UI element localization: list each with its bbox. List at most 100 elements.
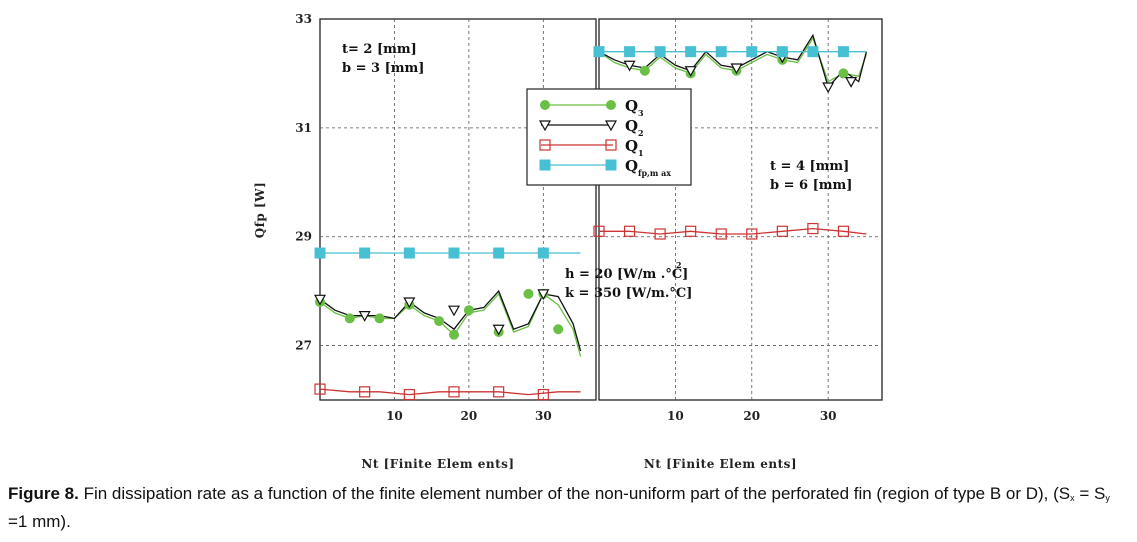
legend-marker (604, 120, 618, 132)
x-tick-label: 30 (535, 409, 552, 423)
right-panel: 10 20 30 Nt [Finite Elem ents] t = 4 [mm] b =… (593, 18, 883, 471)
x-tick-label: 10 (386, 409, 403, 423)
marker-q1 (403, 388, 415, 401)
legend-label: Q (625, 117, 638, 135)
marker-q2 (623, 60, 636, 72)
legend-label: Q (625, 137, 638, 155)
caption-mid: = S (1074, 484, 1106, 503)
annotation-text: t = 4 [mm] (770, 159, 849, 174)
marker-q1 (715, 228, 727, 240)
legend-label-sub: 3 (638, 108, 644, 118)
x-axis-label: Nt [Finite Elem ents] (644, 457, 797, 471)
annotation-text: t= 2 [mm] (342, 42, 417, 57)
legend-marker (540, 100, 550, 110)
legend-label-sub: fp,m ax (638, 168, 671, 178)
marker-q1 (314, 383, 326, 395)
marker-q3 (344, 313, 355, 324)
marker-q1 (837, 225, 850, 237)
marker-q2 (492, 324, 505, 336)
annotation-superscript: 2 (676, 260, 682, 270)
marker-qfpmax (624, 46, 636, 58)
left-frame (319, 18, 597, 401)
marker-q3 (449, 329, 459, 340)
marker-q1 (807, 222, 819, 235)
legend-marker (605, 139, 617, 151)
legend-label: Q (625, 157, 638, 175)
x-tick-label: 10 (667, 409, 684, 423)
legend-marker (605, 159, 617, 171)
marker-q2 (313, 294, 327, 306)
legend: Q 3Q 2Q 1Q fp,m ax (526, 88, 692, 186)
legend-marker (606, 100, 616, 110)
marker-qfpmax (807, 46, 819, 58)
figure-caption: Figure 8. Fin dissipation rate as a func… (8, 482, 1133, 533)
legend-label-sub: 1 (638, 148, 644, 158)
legend-marker (539, 159, 551, 171)
caption-label: Figure 8. (8, 484, 79, 503)
marker-q1 (685, 225, 697, 237)
marker-q2 (730, 63, 743, 75)
marker-qfpmax (685, 46, 697, 58)
marker-q1 (448, 386, 460, 398)
marker-q3 (523, 288, 534, 299)
marker-q3 (639, 65, 650, 76)
marker-qfpmax (448, 247, 460, 259)
marker-q1 (493, 386, 505, 398)
legend-marker (539, 139, 551, 151)
caption-sub-y: y (1105, 493, 1110, 503)
marker-q2 (447, 305, 461, 317)
caption-text: Fin dissipation rate as a function of th… (78, 484, 1071, 503)
marker-q1 (537, 388, 549, 401)
legend-label-sub: 2 (638, 128, 644, 138)
annotation-text: k = 350 [W/m.°C] (565, 286, 692, 301)
y-tick-label: 27 (295, 339, 312, 353)
y-tick-label: 33 (295, 12, 312, 26)
marker-qfpmax (493, 247, 505, 259)
series-line-q1 (599, 227, 867, 235)
marker-q2 (845, 76, 858, 88)
marker-qfpmax (403, 247, 415, 259)
marker-qfpmax (746, 46, 758, 58)
marker-q1 (359, 386, 371, 398)
x-tick-label: 20 (743, 409, 760, 423)
marker-q3 (434, 316, 445, 327)
marker-qfpmax (776, 46, 788, 58)
marker-q3 (838, 68, 849, 79)
annotation-text: b = 6 [mm] (770, 178, 852, 193)
marker-qfpmax (593, 46, 605, 58)
y-tick-label: 29 (295, 230, 312, 244)
marker-q3 (553, 324, 564, 335)
marker-q2 (684, 66, 697, 77)
caption-end: =1 mm). (8, 512, 71, 531)
marker-q1 (746, 228, 758, 240)
marker-qfpmax (654, 46, 666, 58)
marker-q2 (822, 82, 835, 94)
marker-q2 (537, 289, 550, 301)
marker-q1 (776, 225, 788, 237)
marker-q1 (623, 225, 636, 237)
marker-qfpmax (715, 46, 727, 58)
series-line-q1 (319, 388, 581, 396)
legend-marker (538, 120, 552, 132)
marker-qfpmax (359, 247, 371, 259)
x-tick-label: 30 (820, 409, 837, 423)
x-axis-label: Nt [Finite Elem ents] (361, 457, 514, 471)
marker-q3 (463, 305, 474, 316)
y-axis-label: Qfp [W] (253, 182, 267, 239)
marker-q1 (593, 225, 605, 237)
series-line-q2 (598, 33, 868, 89)
caption-sub-x: x (1070, 493, 1075, 503)
annotation-text: b = 3 [mm] (342, 61, 424, 76)
series-line-q3 (319, 292, 582, 357)
right-frame (598, 18, 883, 401)
marker-q3 (374, 313, 385, 324)
marker-q2 (358, 311, 371, 322)
series-line-q2 (319, 289, 582, 352)
x-tick-label: 20 (461, 409, 478, 423)
annotation-text: h = 20 [W/m .°C] (565, 267, 688, 282)
marker-q1 (654, 228, 666, 240)
y-tick-label: 31 (295, 121, 312, 135)
marker-qfpmax (537, 247, 549, 259)
